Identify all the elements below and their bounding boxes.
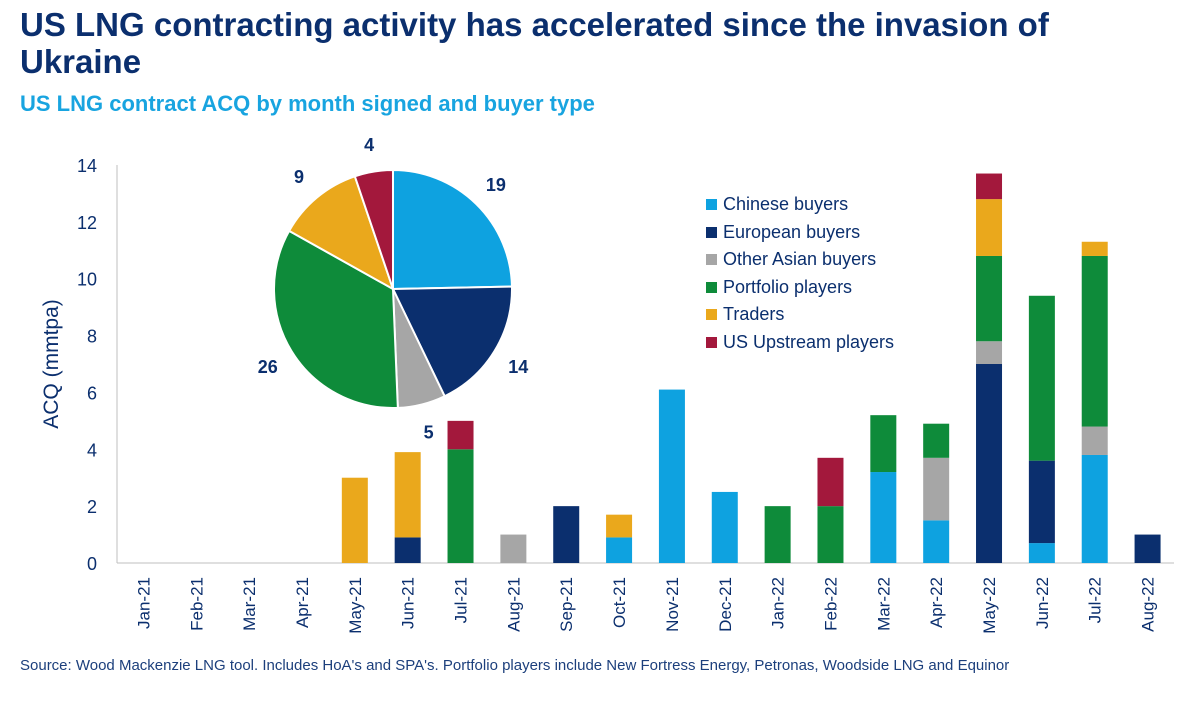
- x-tick-label: Aug-22: [1139, 577, 1158, 632]
- bar-segment: [817, 506, 844, 563]
- bar-segment: [976, 199, 1003, 256]
- bar-segment: [1134, 534, 1161, 563]
- legend-label: European buyers: [723, 221, 861, 242]
- bar-segment: [923, 423, 950, 458]
- bar-segment: [658, 389, 685, 563]
- x-tick-label: May-22: [980, 577, 999, 634]
- x-tick-label: Jan-21: [134, 577, 153, 629]
- bar-segment: [870, 472, 897, 563]
- bar-segment: [606, 514, 633, 538]
- bar-segment: [341, 477, 368, 563]
- legend-swatch: [706, 281, 717, 293]
- x-tick-label: Apr-21: [293, 577, 312, 628]
- pie-data-label: 14: [508, 357, 528, 377]
- bar-segment: [923, 457, 950, 521]
- legend-swatch: [706, 336, 717, 348]
- x-tick-label: Nov-21: [663, 577, 682, 632]
- bar-segment: [870, 415, 897, 473]
- bar-segment: [976, 255, 1003, 342]
- legend-swatch: [706, 254, 717, 266]
- legend-item: Other Asian buyers: [706, 246, 894, 274]
- bar-segment: [1028, 460, 1055, 544]
- bar-segment: [606, 537, 633, 563]
- bar-segment: [1081, 426, 1108, 455]
- pie-data-label: 4: [364, 135, 374, 155]
- legend-item: European buyers: [706, 219, 894, 247]
- bar-segment: [394, 452, 421, 538]
- legend: Chinese buyers European buyers Other Asian…: [706, 191, 894, 356]
- legend-label: US Upstream players: [723, 331, 895, 352]
- y-tick-label: 2: [87, 497, 97, 517]
- bar-segment: [817, 457, 844, 507]
- x-tick-label: Mar-22: [874, 577, 893, 631]
- bar-segment: [1081, 241, 1108, 256]
- x-tick-label: Sep-21: [557, 577, 576, 632]
- bar-segment: [553, 506, 580, 563]
- y-tick-label: 8: [87, 327, 97, 347]
- bar-segment: [764, 506, 791, 563]
- legend-swatch: [706, 199, 717, 211]
- x-tick-label: May-21: [346, 577, 365, 634]
- pie-data-label: 26: [258, 357, 278, 377]
- bar-segment: [500, 534, 527, 563]
- pie-slice: [392, 168, 513, 291]
- pie-data-label: 9: [294, 167, 304, 187]
- x-tick-label: Jun-21: [399, 577, 418, 629]
- y-tick-label: 4: [87, 440, 97, 460]
- x-tick-label: Mar-21: [240, 577, 259, 631]
- bar-segment: [1028, 543, 1055, 563]
- x-tick-label: Dec-21: [716, 577, 735, 632]
- x-tick-label: Oct-21: [610, 577, 629, 628]
- bar-segment: [1081, 454, 1108, 563]
- legend-swatch: [706, 309, 717, 321]
- legend-item: Chinese buyers: [706, 191, 894, 219]
- x-tick-label: Jun-22: [1033, 577, 1052, 629]
- pie-slice: [391, 285, 513, 398]
- y-tick-label: 14: [77, 156, 97, 176]
- pie-data-label: 19: [486, 175, 506, 195]
- x-tick-label: Feb-21: [187, 577, 206, 631]
- pie-slice: [287, 175, 395, 292]
- bar-segment: [976, 364, 1003, 563]
- bar-segment: [1081, 255, 1108, 427]
- x-tick-label: Aug-21: [504, 577, 523, 632]
- bar-segment: [976, 173, 1003, 200]
- pie-data-label: 5: [424, 423, 434, 443]
- bar-segment: [394, 537, 421, 563]
- x-tick-label: Jul-22: [1086, 577, 1105, 623]
- x-tick-label: Apr-22: [927, 577, 946, 628]
- legend-label: Chinese buyers: [723, 194, 849, 215]
- bar-segment: [447, 420, 474, 450]
- x-tick-label: Feb-22: [821, 577, 840, 631]
- bar-segment: [923, 520, 950, 563]
- bar-segment: [711, 491, 738, 563]
- legend-swatch: [706, 226, 717, 238]
- legend-label: Portfolio players: [723, 276, 853, 297]
- pie-slice: [353, 168, 394, 290]
- source-note: Source: Wood Mackenzie LNG tool. Include…: [20, 657, 1010, 674]
- x-tick-label: Jul-21: [452, 577, 471, 623]
- y-tick-label: 12: [77, 213, 97, 233]
- y-axis-label: ACQ (mmtpa): [40, 299, 63, 429]
- chart-subtitle: US LNG contract ACQ by month signed and …: [20, 91, 595, 116]
- legend-item: Portfolio players: [706, 274, 894, 302]
- y-tick-label: 10: [77, 270, 97, 290]
- legend-label: Other Asian buyers: [723, 249, 877, 270]
- bar-segment: [976, 341, 1003, 364]
- bar-segment: [447, 449, 474, 563]
- x-tick-label: Jan-22: [769, 577, 788, 629]
- chart-title: US LNG contracting activity has accelera…: [20, 6, 1049, 80]
- y-tick-label: 0: [87, 554, 97, 574]
- legend-item: US Upstream players: [706, 329, 894, 357]
- legend-item: Traders: [706, 301, 894, 329]
- legend-label: Traders: [723, 304, 785, 325]
- y-tick-label: 6: [87, 383, 97, 403]
- bar-segment: [1028, 295, 1055, 461]
